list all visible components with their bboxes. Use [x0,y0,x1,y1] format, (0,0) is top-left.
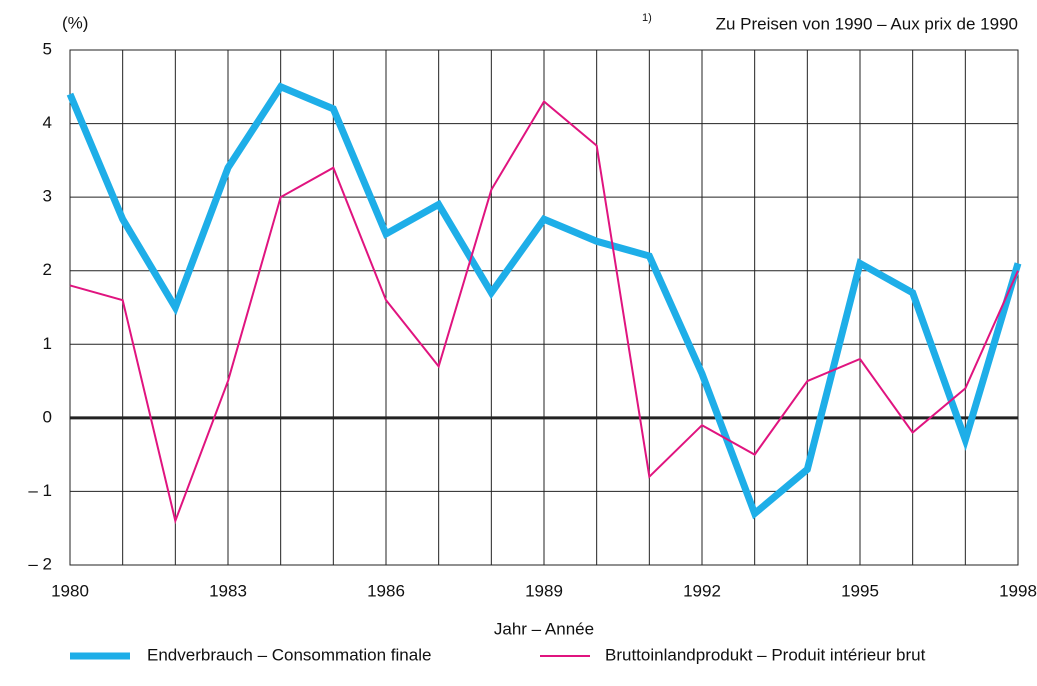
y-tick-label: 3 [43,187,52,206]
legend-label: Endverbrauch – Consommation finale [147,645,431,664]
x-tick-label: 1989 [525,581,563,600]
x-tick-label: 1980 [51,581,89,600]
y-tick-label: 2 [43,260,52,279]
footnote-marker: 1) [642,12,652,24]
plot-frame [69,49,1019,566]
x-tick-label: 1986 [367,581,405,600]
y-tick-label: – 2 [28,554,52,573]
y-tick-label: 4 [43,113,52,132]
y-tick-label: 1 [43,334,52,353]
line-series [66,82,1022,520]
y-tick-label: – 1 [28,481,52,500]
x-tick-label: 1992 [683,581,721,600]
footnote: Zu Preisen von 1990 – Aux prix de 1990 [716,14,1018,33]
x-axis-label: Jahr – Année [494,619,594,638]
y-tick-label: 0 [43,407,52,426]
x-tick-label: 1998 [999,581,1037,600]
legend-label: Bruttoinlandprodukt – Produit intérieur … [605,645,926,664]
line-series [69,99,1019,525]
y-axis-label: (%) [62,13,88,32]
x-tick-label: 1983 [209,581,247,600]
x-tick-label: 1995 [841,581,879,600]
y-tick-label: 5 [43,39,52,58]
